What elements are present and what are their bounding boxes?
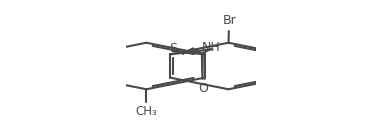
Text: NH: NH [202, 41, 220, 54]
Text: Br: Br [223, 14, 237, 27]
Text: CH₃: CH₃ [136, 105, 157, 118]
Text: O: O [199, 82, 209, 95]
Text: S: S [170, 42, 178, 55]
